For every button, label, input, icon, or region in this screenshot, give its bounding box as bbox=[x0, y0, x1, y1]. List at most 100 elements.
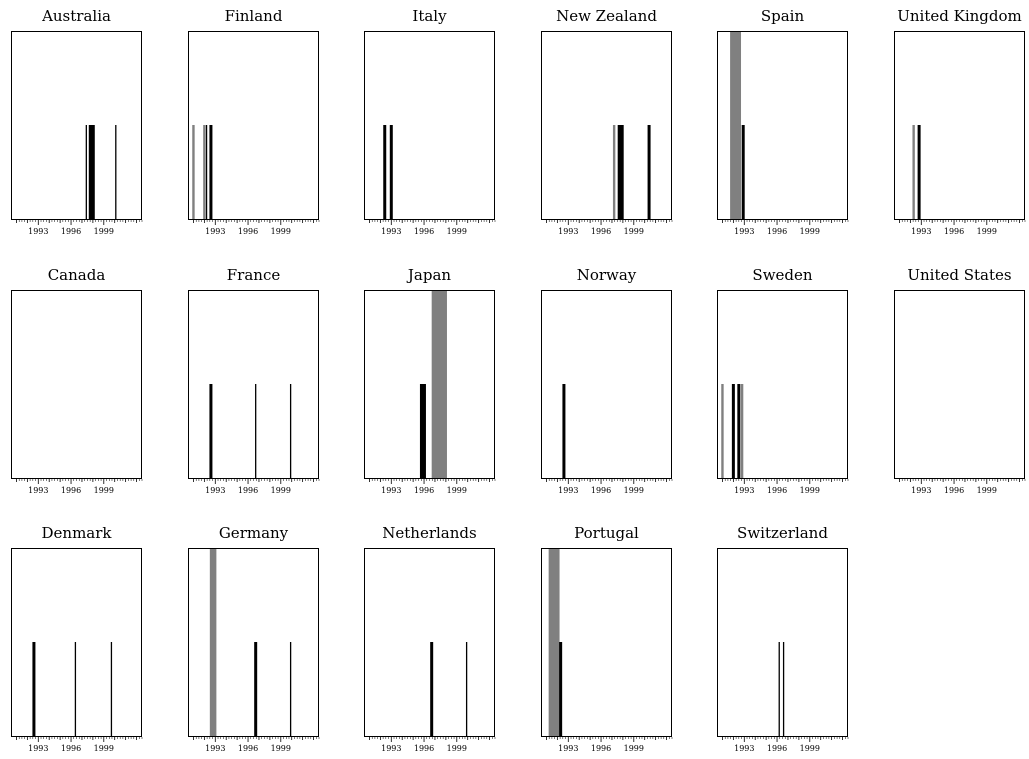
panel-title: Portugal bbox=[574, 524, 639, 542]
x-tick-label: 1999 bbox=[94, 227, 114, 236]
event-bar bbox=[466, 642, 467, 737]
event-bar bbox=[254, 642, 257, 737]
x-tick-label: 1996 bbox=[238, 227, 258, 236]
event-bar bbox=[255, 384, 256, 479]
event-bar bbox=[290, 642, 291, 737]
x-tick-label: 1996 bbox=[414, 486, 434, 495]
x-tick-label: 1999 bbox=[447, 486, 467, 495]
event-bar bbox=[783, 642, 784, 737]
x-tick-label: 1999 bbox=[977, 486, 997, 495]
panel-title: Germany bbox=[219, 524, 289, 542]
x-tick-label: 1996 bbox=[591, 227, 611, 236]
event-bar bbox=[89, 125, 95, 220]
x-tick-label: 1993 bbox=[205, 486, 225, 495]
x-tick-label: 1996 bbox=[414, 744, 434, 753]
panel-title: France bbox=[227, 266, 281, 284]
event-bar bbox=[86, 125, 87, 220]
panel-title: Norway bbox=[577, 266, 637, 284]
event-bar bbox=[115, 125, 116, 220]
event-bar bbox=[562, 384, 565, 479]
event-bar bbox=[420, 384, 426, 479]
x-tick-label: 1999 bbox=[800, 227, 820, 236]
panel-title: Denmark bbox=[42, 524, 113, 542]
x-tick-label: 1996 bbox=[61, 227, 81, 236]
panel-spain: Spain1993 1996 1999 bbox=[718, 7, 849, 236]
gray-event-line bbox=[192, 125, 194, 220]
shaded-period bbox=[730, 31, 741, 220]
event-bar bbox=[737, 384, 740, 479]
event-bar bbox=[732, 384, 735, 479]
panel-frame bbox=[542, 291, 672, 479]
x-tick-label: 1993 bbox=[558, 486, 578, 495]
panel-title: Canada bbox=[48, 266, 106, 284]
shaded-period bbox=[210, 548, 217, 737]
x-tick-label: 1996 bbox=[61, 486, 81, 495]
x-tick-label: 1993 bbox=[558, 744, 578, 753]
event-bar bbox=[430, 642, 433, 737]
event-bar bbox=[111, 642, 112, 737]
panel-frame bbox=[189, 549, 319, 737]
panel-canada: Canada 1993 1996 1999 bbox=[12, 266, 143, 495]
x-tick-label: 1993 bbox=[911, 227, 931, 236]
panel-frame bbox=[12, 32, 142, 220]
panel-title: United Kingdom bbox=[897, 7, 1022, 25]
panel-finland: Finland1993 1996 1999 bbox=[189, 7, 320, 236]
event-bar bbox=[383, 125, 386, 220]
x-tick-label: 1999 bbox=[271, 744, 291, 753]
panel-frame bbox=[189, 32, 319, 220]
panel-united-kingdom: United Kingdom 1993 1996 1999 bbox=[895, 7, 1026, 236]
panel-frame bbox=[12, 291, 142, 479]
event-bar bbox=[390, 125, 393, 220]
x-tick-label: 1993 bbox=[381, 744, 401, 753]
panel-united-states: United States 1993 1996 1999 bbox=[895, 266, 1026, 495]
panel-title: Italy bbox=[412, 7, 447, 25]
x-tick-label: 1996 bbox=[767, 744, 787, 753]
panel-netherlands: Netherlands 1993 1996 1999 bbox=[365, 524, 496, 753]
event-bar bbox=[918, 125, 921, 220]
panel-frame bbox=[189, 291, 319, 479]
gray-event-line bbox=[912, 125, 914, 220]
x-tick-label: 1999 bbox=[800, 744, 820, 753]
x-tick-label: 1993 bbox=[734, 486, 754, 495]
panel-italy: Italy 1993 1996 1999 bbox=[365, 7, 496, 236]
x-tick-label: 1996 bbox=[944, 486, 964, 495]
x-tick-label: 1996 bbox=[238, 744, 258, 753]
event-bar bbox=[618, 125, 624, 220]
gray-event-line bbox=[613, 125, 615, 220]
x-tick-label: 1999 bbox=[94, 744, 114, 753]
x-tick-label: 1996 bbox=[767, 486, 787, 495]
event-bar bbox=[559, 642, 562, 737]
x-tick-label: 1993 bbox=[28, 227, 48, 236]
panel-title: Australia bbox=[41, 7, 111, 25]
event-bar bbox=[648, 125, 651, 220]
panel-frame bbox=[718, 291, 848, 479]
panel-title: Switzerland bbox=[737, 524, 828, 542]
x-tick-label: 1993 bbox=[381, 227, 401, 236]
x-tick-label: 1996 bbox=[61, 744, 81, 753]
event-bar bbox=[742, 125, 745, 220]
panel-title: Finland bbox=[225, 7, 283, 25]
panel-switzerland: Switzerland 1993 1996 1999 bbox=[718, 524, 849, 753]
gray-event-line bbox=[741, 384, 743, 479]
panel-japan: Japan 1993 1996 1999 bbox=[365, 266, 496, 495]
x-tick-label: 1993 bbox=[205, 744, 225, 753]
x-tick-label: 1993 bbox=[381, 486, 401, 495]
panel-portugal: Portugal1993 1996 1999 bbox=[542, 524, 673, 753]
x-tick-label: 1999 bbox=[624, 744, 644, 753]
panel-frame bbox=[718, 549, 848, 737]
panel-norway: Norway 1993 1996 1999 bbox=[542, 266, 673, 495]
shaded-period bbox=[549, 548, 560, 737]
x-tick-label: 1993 bbox=[911, 486, 931, 495]
event-bar bbox=[779, 642, 780, 737]
event-bar bbox=[209, 125, 212, 220]
panel-denmark: Denmark1993 1996 1999 bbox=[12, 524, 143, 753]
x-tick-label: 1999 bbox=[271, 486, 291, 495]
panel-new-zealand: New Zealand1993 1996 1999 bbox=[542, 7, 673, 236]
x-tick-label: 1999 bbox=[271, 227, 291, 236]
x-tick-label: 1993 bbox=[28, 486, 48, 495]
x-tick-label: 1996 bbox=[414, 227, 434, 236]
x-tick-label: 1993 bbox=[734, 227, 754, 236]
panel-title: Japan bbox=[406, 266, 452, 284]
event-bar bbox=[32, 642, 35, 737]
